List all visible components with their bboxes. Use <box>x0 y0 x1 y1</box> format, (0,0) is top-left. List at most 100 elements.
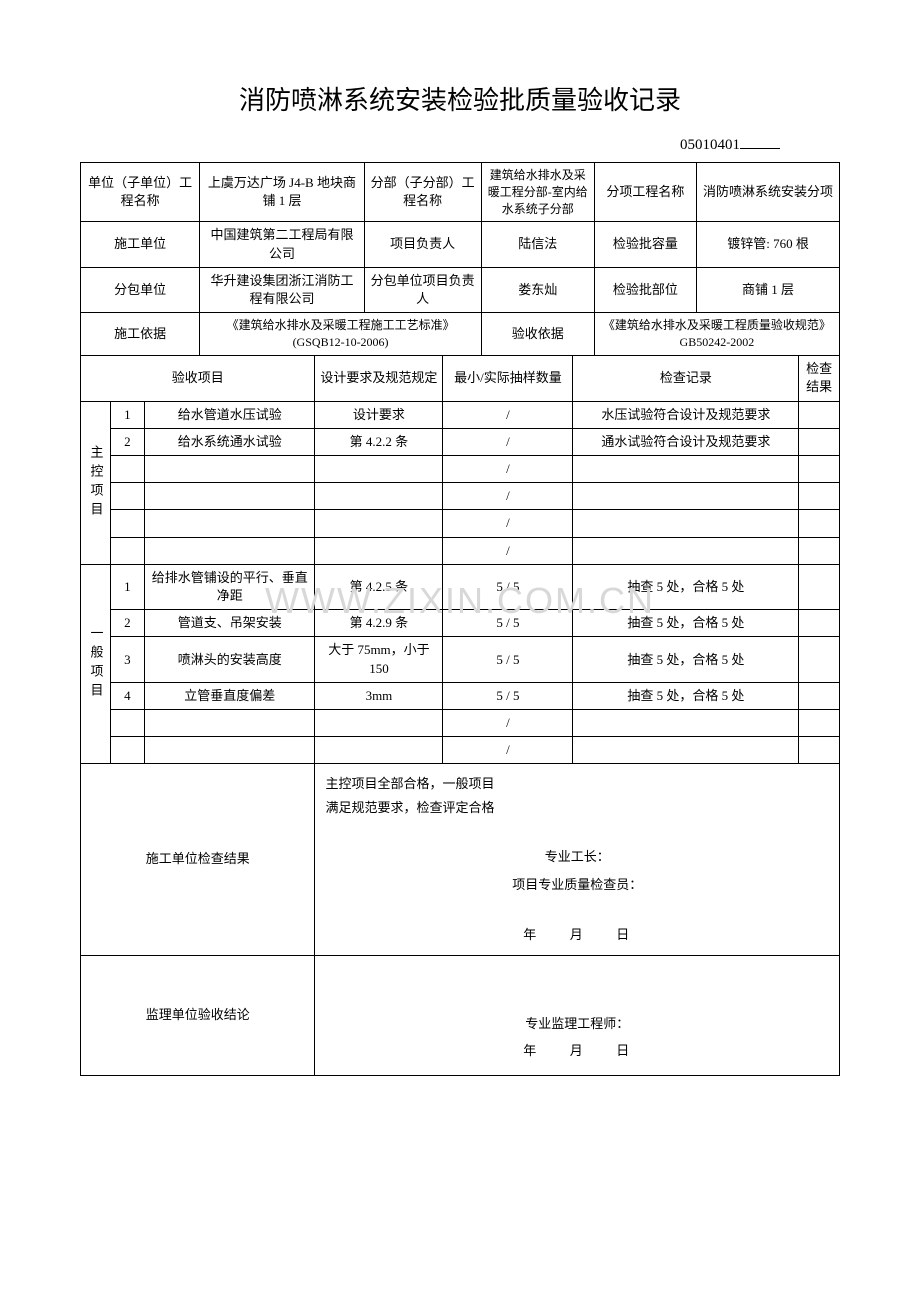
general-group-label: 一般项目 <box>81 564 111 764</box>
h2-value3: 镀锌管: 760 根 <box>697 222 840 267</box>
h1-value2: 建筑给水排水及采暖工程分部-室内给水系统子分部 <box>481 163 594 222</box>
main-4-record <box>573 483 799 510</box>
main-5-num <box>110 510 144 537</box>
main-6-item <box>144 537 315 564</box>
main-row-4: / <box>81 483 840 510</box>
construction-date: 年 月 日 <box>325 923 829 946</box>
column-header-row: 验收项目 设计要求及规范规定 最小/实际抽样数量 检查记录 检查结果 <box>81 355 840 401</box>
main-5-result <box>799 510 840 537</box>
gen-2-qty: 5 / 5 <box>443 610 573 637</box>
gen-1-num: 1 <box>110 564 144 609</box>
gen-3-qty: 5 / 5 <box>443 637 573 682</box>
main-5-qty: / <box>443 510 573 537</box>
h3-label3: 检验批部位 <box>594 267 696 312</box>
construction-label-line1: 施工单位检查结果 <box>85 850 310 868</box>
gen-1-qty: 5 / 5 <box>443 564 573 609</box>
main-2-spec: 第 4.2.2 条 <box>315 428 443 455</box>
gen-3-result <box>799 637 840 682</box>
h1-value1: 上虞万达广场 J4-B 地块商铺 1 层 <box>200 163 364 222</box>
gen-5-num <box>110 709 144 736</box>
gen-2-result <box>799 610 840 637</box>
gen-1-result <box>799 564 840 609</box>
gen-4-qty: 5 / 5 <box>443 682 573 709</box>
inspection-table: 单位（子单位）工程名称 上虞万达广场 J4-B 地块商铺 1 层 分部（子分部）… <box>80 162 840 1076</box>
h4-value1: 《建筑给水排水及采暖工程施工工艺标准》(GSQB12-10-2006) <box>200 313 481 356</box>
construction-sig1: 专业工长： <box>325 843 829 872</box>
gen-1-item: 给排水管铺设的平行、垂直净距 <box>144 564 315 609</box>
main-4-num <box>110 483 144 510</box>
main-3-item <box>144 456 315 483</box>
main-1-num: 1 <box>110 401 144 428</box>
gen-row-3: 3 喷淋头的安装高度 大于 75mm，小于150 5 / 5 抽查 5 处，合格… <box>81 637 840 682</box>
gen-5-result <box>799 709 840 736</box>
main-2-item: 给水系统通水试验 <box>144 428 315 455</box>
gen-4-result <box>799 682 840 709</box>
h1-label2: 分部（子分部）工程名称 <box>364 163 481 222</box>
gen-2-record: 抽查 5 处，合格 5 处 <box>573 610 799 637</box>
gen-row-1: 一般项目 1 给排水管铺设的平行、垂直净距 第 4.2.5 条 5 / 5 抽查… <box>81 564 840 609</box>
colhead-qty: 最小/实际抽样数量 <box>443 355 573 401</box>
gen-row-5: / <box>81 709 840 736</box>
gen-3-num: 3 <box>110 637 144 682</box>
h2-value2: 陆信法 <box>481 222 594 267</box>
main-6-record <box>573 537 799 564</box>
main-3-record <box>573 456 799 483</box>
gen-5-item <box>144 709 315 736</box>
supervision-date: 年 月 日 <box>325 1039 829 1062</box>
h2-label1: 施工单位 <box>81 222 200 267</box>
gen-2-spec: 第 4.2.9 条 <box>315 610 443 637</box>
h1-label3: 分项工程名称 <box>594 163 696 222</box>
colhead-record: 检查记录 <box>573 355 799 401</box>
doc-number-underline <box>740 148 780 149</box>
main-4-item <box>144 483 315 510</box>
main-5-spec <box>315 510 443 537</box>
header-row-4: 施工依据 《建筑给水排水及采暖工程施工工艺标准》(GSQB12-10-2006)… <box>81 313 840 356</box>
main-1-spec: 设计要求 <box>315 401 443 428</box>
gen-4-spec: 3mm <box>315 682 443 709</box>
construction-summary2: 满足规范要求，检查评定合格 <box>325 796 829 819</box>
main-3-num <box>110 456 144 483</box>
main-row-3: / <box>81 456 840 483</box>
h3-label1: 分包单位 <box>81 267 200 312</box>
document-title: 消防喷淋系统安装检验批质量验收记录 <box>80 80 840 117</box>
main-1-record: 水压试验符合设计及规范要求 <box>573 401 799 428</box>
main-1-qty: / <box>443 401 573 428</box>
construction-summary1: 主控项目全部合格，一般项目 <box>325 772 829 795</box>
gen-1-spec: 第 4.2.5 条 <box>315 564 443 609</box>
header-row-1: 单位（子单位）工程名称 上虞万达广场 J4-B 地块商铺 1 层 分部（子分部）… <box>81 163 840 222</box>
h3-value1: 华升建设集团浙江消防工程有限公司 <box>200 267 364 312</box>
main-3-spec <box>315 456 443 483</box>
main-6-num <box>110 537 144 564</box>
main-1-result <box>799 401 840 428</box>
main-5-item <box>144 510 315 537</box>
gen-1-record: 抽查 5 处，合格 5 处 <box>573 564 799 609</box>
main-group-label: 主控项目 <box>81 401 111 564</box>
gen-5-spec <box>315 709 443 736</box>
gen-2-num: 2 <box>110 610 144 637</box>
gen-5-qty: / <box>443 709 573 736</box>
main-2-record: 通水试验符合设计及规范要求 <box>573 428 799 455</box>
supervision-result-row: 监理单位验收结论 专业监理工程师： 年 月 日 <box>81 955 840 1075</box>
gen-3-record: 抽查 5 处，合格 5 处 <box>573 637 799 682</box>
gen-6-result <box>799 737 840 764</box>
gen-4-item: 立管垂直度偏差 <box>144 682 315 709</box>
gen-row-4: 4 立管垂直度偏差 3mm 5 / 5 抽查 5 处，合格 5 处 <box>81 682 840 709</box>
doc-number-text: 05010401 <box>680 137 740 153</box>
gen-3-item: 喷淋头的安装高度 <box>144 637 315 682</box>
gen-4-num: 4 <box>110 682 144 709</box>
gen-6-record <box>573 737 799 764</box>
h3-label2: 分包单位项目负责人 <box>364 267 481 312</box>
colhead-result: 检查结果 <box>799 355 840 401</box>
supervision-sig: 专业监理工程师： <box>325 1010 829 1039</box>
construction-sig2: 项目专业质量检查员： <box>325 871 829 900</box>
gen-6-num <box>110 737 144 764</box>
gen-2-item: 管道支、吊架安装 <box>144 610 315 637</box>
header-row-3: 分包单位 华升建设集团浙江消防工程有限公司 分包单位项目负责人 娄东灿 检验批部… <box>81 267 840 312</box>
supervision-label: 监理单位验收结论 <box>85 1006 310 1024</box>
main-row-2: 2 给水系统通水试验 第 4.2.2 条 / 通水试验符合设计及规范要求 <box>81 428 840 455</box>
gen-6-spec <box>315 737 443 764</box>
document-number: 05010401 <box>80 137 840 154</box>
h2-label2: 项目负责人 <box>364 222 481 267</box>
header-row-2: 施工单位 中国建筑第二工程局有限公司 项目负责人 陆信法 检验批容量 镀锌管: … <box>81 222 840 267</box>
gen-6-qty: / <box>443 737 573 764</box>
